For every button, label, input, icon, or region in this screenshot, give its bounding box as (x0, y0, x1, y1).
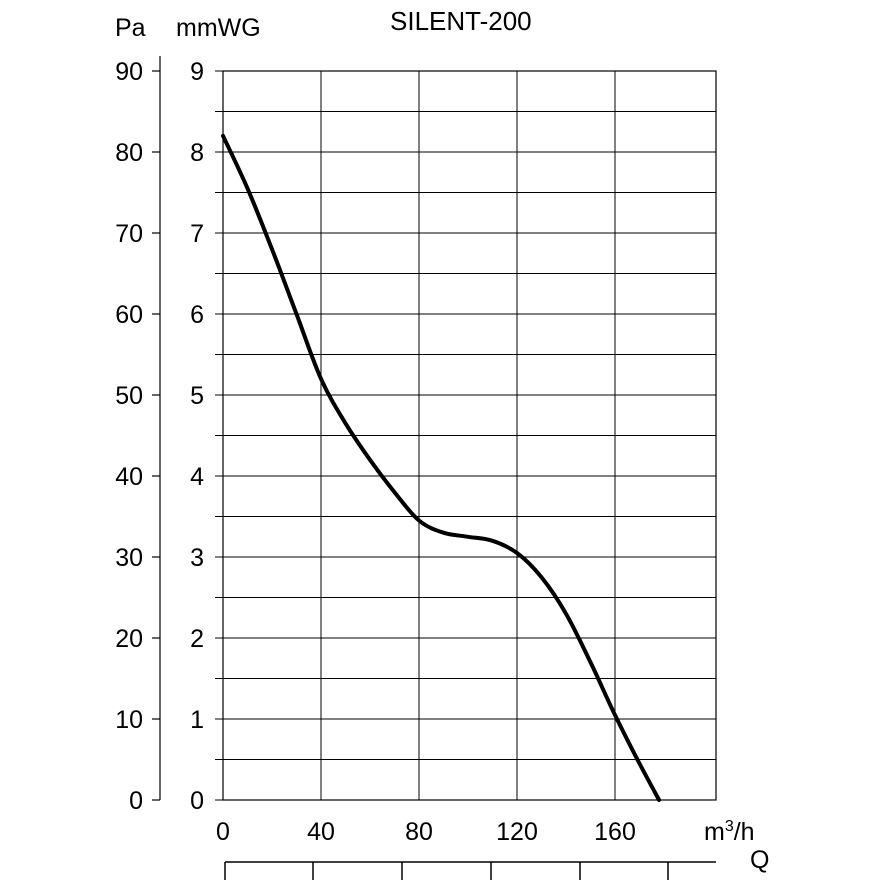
mmwg-tick-label: 7 (190, 220, 204, 248)
mmwg-tick-label: 9 (190, 58, 204, 86)
mmwg-axis-label: mmWG (176, 14, 261, 42)
x-unit-suffix: /h (734, 818, 755, 846)
pa-tick-label: 70 (115, 220, 143, 248)
secondary-x-scale (224, 861, 716, 880)
grid (215, 70, 717, 801)
x-unit-superscript: 3 (725, 818, 734, 835)
pa-tick-label: 60 (115, 301, 143, 329)
x-tick-label: 80 (405, 818, 433, 846)
x-unit-label: m3/h (704, 818, 755, 846)
mmwg-tick-label: 4 (190, 463, 204, 491)
pa-tick-label: 90 (115, 58, 143, 86)
mmwg-tick-label: 5 (190, 382, 204, 410)
mmwg-tick-label: 1 (190, 706, 204, 734)
x-tick-label: 120 (496, 818, 538, 846)
x-unit-text: m (704, 818, 725, 846)
pa-tick-label: 10 (115, 706, 143, 734)
pa-tick-label: 50 (115, 382, 143, 410)
pa-axis-label: Pa (115, 14, 146, 42)
pa-tick-label: 40 (115, 463, 143, 491)
pa-tick-label: 80 (115, 139, 143, 167)
pa-axis (152, 56, 161, 801)
x-tick-label: 0 (216, 818, 230, 846)
x-tick-label: 40 (307, 818, 335, 846)
x-tick-label: 160 (594, 818, 636, 846)
pa-tick-label: 0 (129, 787, 143, 815)
mmwg-tick-label: 2 (190, 625, 204, 653)
mmwg-tick-label: 0 (190, 787, 204, 815)
mmwg-tick-label: 8 (190, 139, 204, 167)
series-line (221, 133, 662, 802)
x-symbol-label: Q (750, 846, 769, 874)
mmwg-tick-label: 3 (190, 544, 204, 572)
pa-tick-label: 30 (115, 544, 143, 572)
chart-title: SILENT-200 (390, 6, 532, 36)
pa-tick-label: 20 (115, 625, 143, 653)
mmwg-tick-label: 6 (190, 301, 204, 329)
